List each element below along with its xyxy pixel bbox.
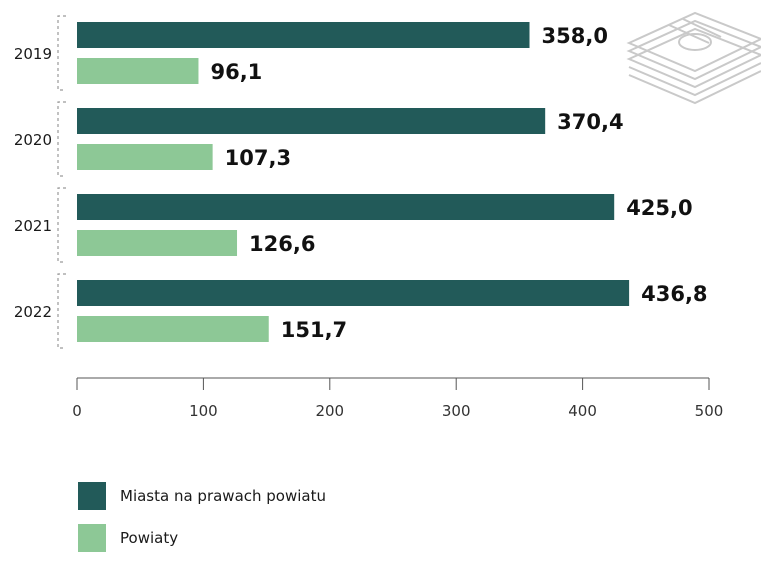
bar-2020-powiaty bbox=[77, 144, 213, 170]
year-bracket-2021 bbox=[57, 187, 66, 263]
year-brackets bbox=[57, 15, 66, 349]
value-label-2019-powiaty: 96,1 bbox=[210, 60, 262, 84]
year-bracket-2022 bbox=[57, 273, 66, 349]
year-label-2022: 2022 bbox=[14, 303, 52, 321]
value-label-2022-powiaty: 151,7 bbox=[281, 318, 347, 342]
legend-label-powiaty: Powiaty bbox=[120, 529, 179, 547]
bar-2022-powiaty bbox=[77, 316, 269, 342]
bar-2021-powiaty bbox=[77, 230, 238, 256]
bar-2021-miasta bbox=[77, 194, 615, 220]
x-tick-label-400: 400 bbox=[568, 402, 597, 420]
money-stack-icon bbox=[626, 11, 761, 105]
value-labels-group: 358,0 96,1 370,4 107,3 425,0 126,6 436,8 151,7 bbox=[210, 24, 707, 342]
bars-group bbox=[77, 22, 630, 342]
value-label-2021-powiaty: 126,6 bbox=[249, 232, 315, 256]
value-label-2020-miasta: 370,4 bbox=[557, 110, 623, 134]
year-labels-group: 2019 2020 2021 2022 bbox=[14, 45, 52, 321]
legend-swatch-miasta bbox=[78, 482, 106, 510]
x-tick-label-500: 500 bbox=[695, 402, 724, 420]
bar-2019-powiaty bbox=[77, 58, 199, 84]
year-label-2021: 2021 bbox=[14, 217, 52, 235]
x-tick-label-100: 100 bbox=[189, 402, 218, 420]
legend-swatch-powiaty bbox=[78, 524, 106, 552]
legend-item-miasta: Miasta na prawach powiatu bbox=[78, 482, 326, 510]
bar-2020-miasta bbox=[77, 108, 546, 134]
value-label-2022-miasta: 436,8 bbox=[641, 282, 707, 306]
year-label-2019: 2019 bbox=[14, 45, 52, 63]
x-tick-label-0: 0 bbox=[72, 402, 82, 420]
year-bracket-2020 bbox=[57, 101, 66, 177]
value-label-2021-miasta: 425,0 bbox=[626, 196, 692, 220]
legend: Miasta na prawach powiatu Powiaty bbox=[78, 482, 326, 566]
x-tick-label-300: 300 bbox=[442, 402, 471, 420]
legend-label-miasta: Miasta na prawach powiatu bbox=[120, 487, 327, 505]
year-label-2020: 2020 bbox=[14, 131, 52, 149]
legend-item-powiaty: Powiaty bbox=[78, 524, 326, 552]
bar-2022-miasta bbox=[77, 280, 630, 306]
year-bracket-2019 bbox=[57, 15, 66, 91]
value-label-2020-powiaty: 107,3 bbox=[225, 146, 291, 170]
value-label-2019-miasta: 358,0 bbox=[542, 24, 608, 48]
x-tick-label-200: 200 bbox=[315, 402, 344, 420]
bar-chart: 358,096,1370,4107,3425,0126,6436,8151,7 … bbox=[14, 11, 761, 420]
bar-2019-miasta bbox=[77, 22, 530, 48]
x-axis-ticks: 0 100 200 300 400 500 bbox=[72, 378, 723, 420]
